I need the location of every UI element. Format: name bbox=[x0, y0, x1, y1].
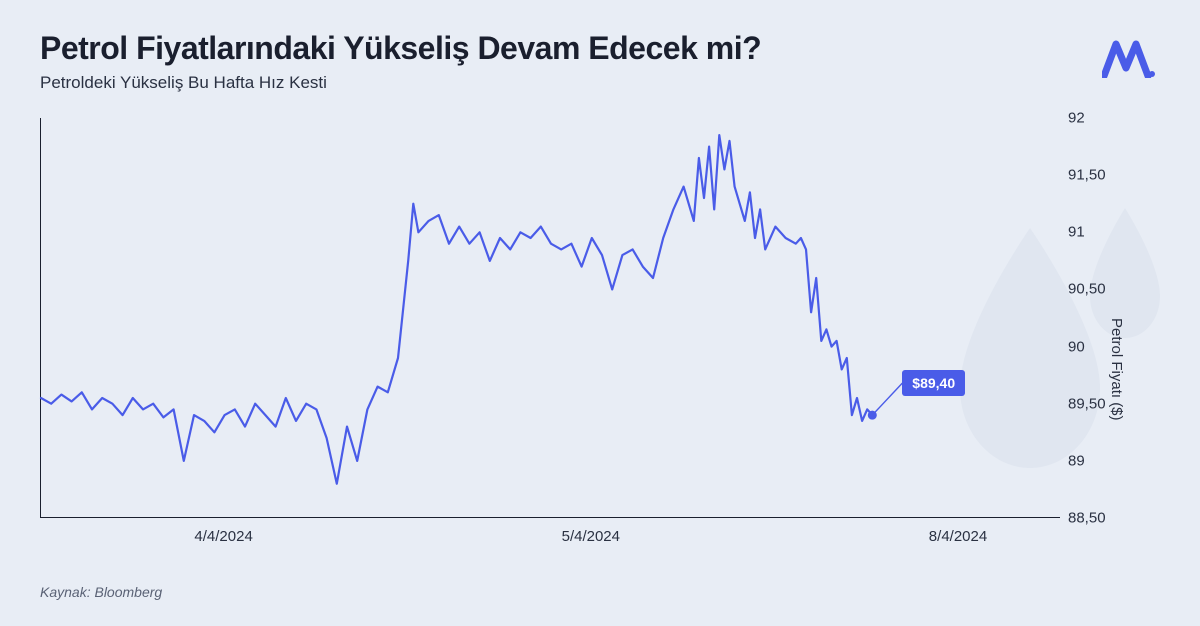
y-tick-label: 89 bbox=[1068, 452, 1085, 469]
x-tick-label: 5/4/2024 bbox=[562, 528, 620, 545]
logo-dot-icon bbox=[1149, 71, 1155, 77]
last-point-marker bbox=[868, 411, 877, 420]
chart-container: $89,40 88,508989,509090,509191,5092 Petr… bbox=[40, 118, 1160, 548]
x-tick-label: 4/4/2024 bbox=[194, 528, 252, 545]
y-tick-label: 90 bbox=[1068, 338, 1085, 355]
price-line bbox=[41, 135, 872, 484]
chart-title: Petrol Fiyatlarındaki Yükseliş Devam Ede… bbox=[40, 30, 1160, 67]
source-attribution: Kaynak: Bloomberg bbox=[40, 584, 162, 600]
price-callout: $89,40 bbox=[902, 370, 965, 396]
callout-connector bbox=[872, 383, 902, 415]
brand-logo-icon bbox=[1102, 36, 1156, 78]
callout-label: $89,40 bbox=[912, 375, 955, 391]
y-tick-label: 90,50 bbox=[1068, 281, 1106, 298]
header: Petrol Fiyatlarındaki Yükseliş Devam Ede… bbox=[40, 30, 1160, 93]
x-tick-label: 8/4/2024 bbox=[929, 528, 987, 545]
logo-path bbox=[1104, 44, 1148, 76]
y-tick-label: 92 bbox=[1068, 110, 1085, 127]
line-chart-svg bbox=[41, 118, 1061, 518]
y-tick-label: 91 bbox=[1068, 224, 1085, 241]
chart-subtitle: Petroldeki Yükseliş Bu Hafta Hız Kesti bbox=[40, 73, 1160, 93]
y-tick-label: 91,50 bbox=[1068, 167, 1106, 184]
y-tick-label: 88,50 bbox=[1068, 510, 1106, 527]
y-axis-title: Petrol Fiyatı ($) bbox=[1108, 318, 1125, 421]
plot-area: $89,40 bbox=[40, 118, 1060, 518]
y-tick-label: 89,50 bbox=[1068, 395, 1106, 412]
